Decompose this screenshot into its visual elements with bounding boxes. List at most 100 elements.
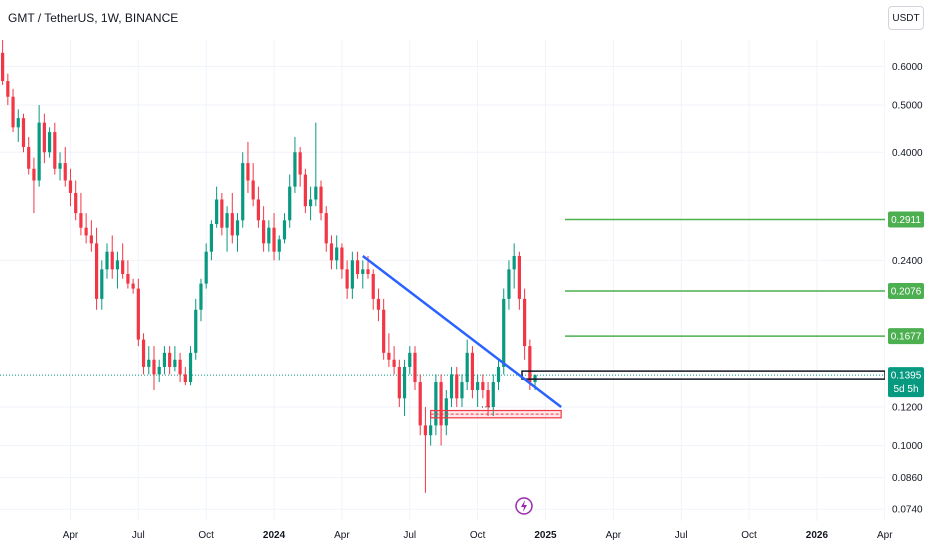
candle-body-91 [476,382,480,391]
candle-body-95 [496,366,501,383]
candle-body-86 [449,374,454,399]
candle-body-62 [324,213,328,244]
candle-body-66 [345,269,349,289]
candle-body-49 [256,199,260,221]
candle-body-71 [371,273,375,299]
candle-body-61 [319,186,323,214]
candle-body-1 [6,81,10,97]
candle-body-29 [152,359,156,375]
candles-series [1,40,537,493]
candle-body-73 [382,309,386,353]
candle-body-14 [74,192,78,214]
candle-body-11 [58,163,62,169]
candle-body-92 [481,382,485,391]
candle-body-5 [27,147,31,169]
candle-body-13 [68,180,73,193]
y-tick-label-6: 0.0860 [892,473,923,484]
support-zone[interactable]: ··· [430,402,562,419]
candle-body-90 [470,352,475,391]
candle-body-68 [355,260,360,274]
currency-unit-button[interactable]: USDT [888,6,924,30]
time-axis-bg [0,521,932,550]
candle-body-25 [131,283,135,289]
candle-body-39 [204,251,208,284]
y-tick-label-2: 0.4000 [892,148,923,159]
candle-body-41 [215,199,219,224]
candle-body-101 [528,346,532,383]
candle-body-100 [523,298,527,347]
price-axis[interactable]: 0.6000 0.5000 0.4000 0.2400 0.1200 0.1000 0.08… [885,0,932,550]
candle-body-80 [418,382,422,426]
candle-body-22 [115,260,120,270]
candle-body-32 [168,352,172,367]
support-zone-ellipsis: ··· [481,402,491,413]
horizontal-levels[interactable] [521,218,886,380]
level-tag-bg-0 [888,211,924,228]
candle-body-17 [89,235,93,244]
candle-body-54 [282,220,287,240]
candle-body-82 [429,425,433,436]
trendline[interactable] [362,254,562,408]
candle-body-8 [42,122,46,153]
x-tick-label-10: Oct [741,530,757,541]
candle-body-24 [126,273,130,284]
x-tick-label-11: 2026 [806,530,829,541]
candle-body-63 [329,243,334,261]
x-tick-label-4: Apr [334,530,350,541]
x-tick-label-3: 2024 [263,530,286,541]
symbol-title: GMT / TetherUS, 1W, BINANCE [8,11,179,25]
x-tick-label-8: Apr [606,530,622,541]
level-tag-bg-1 [888,283,924,300]
y-tick-label-4: 0.1200 [892,402,923,413]
candle-body-88 [460,382,464,399]
candle-body-69 [361,269,365,274]
candle-body-45 [235,220,240,236]
candle-body-16 [84,227,88,236]
y-tick-label-1: 0.5000 [892,101,923,112]
candle-body-55 [288,186,292,221]
candle-body-2 [11,96,15,128]
candle-body-94 [491,382,495,407]
candle-body-99 [517,255,521,299]
candle-body-42 [220,199,224,228]
candle-body-58 [303,174,307,207]
candle-body-76 [397,366,401,399]
candle-body-15 [79,213,83,228]
x-tick-label-7: 2025 [534,530,557,541]
candle-body-89 [465,352,469,383]
candle-body-18 [94,243,99,299]
candle-body-77 [402,366,407,399]
candle-body-0 [1,52,5,82]
candle-body-31 [162,352,167,367]
candle-body-87 [455,374,459,399]
last-price-tag-bg [888,367,924,398]
price-tags: 0.2911 0.2076 0.1677 0.1395 5d 5h [888,211,924,398]
candle-body-51 [267,227,271,244]
candle-body-34 [178,359,182,375]
candle-body-7 [37,122,41,181]
candle-body-48 [251,180,255,200]
candle-body-26 [136,288,140,340]
candle-body-6 [32,168,36,181]
candle-body-81 [423,425,428,436]
x-tick-label-2: Oct [198,530,214,541]
candle-body-93 [486,390,490,407]
lightning-event-icon[interactable] [515,497,533,515]
time-axis[interactable]: Apr Jul Oct 2024 Apr Jul Oct 2025 Apr Jul Oct 2026 A… [0,521,932,550]
x-tick-label-9: Jul [675,530,688,541]
candle-body-60 [314,186,318,200]
y-tick-label-3: 0.2400 [892,256,923,267]
candle-body-27 [141,339,146,367]
candle-body-23 [121,260,125,274]
candle-body-9 [47,132,52,153]
x-tick-label-6: Oct [470,530,486,541]
candle-body-83 [434,382,438,426]
candle-body-64 [335,247,339,261]
candle-body-4 [21,118,26,148]
candle-body-59 [308,199,313,207]
candle-body-79 [413,352,417,383]
last-price-tag-label: 0.1395 [891,371,922,382]
candle-body-52 [272,227,276,252]
y-tick-label-7: 0.0740 [892,505,923,516]
